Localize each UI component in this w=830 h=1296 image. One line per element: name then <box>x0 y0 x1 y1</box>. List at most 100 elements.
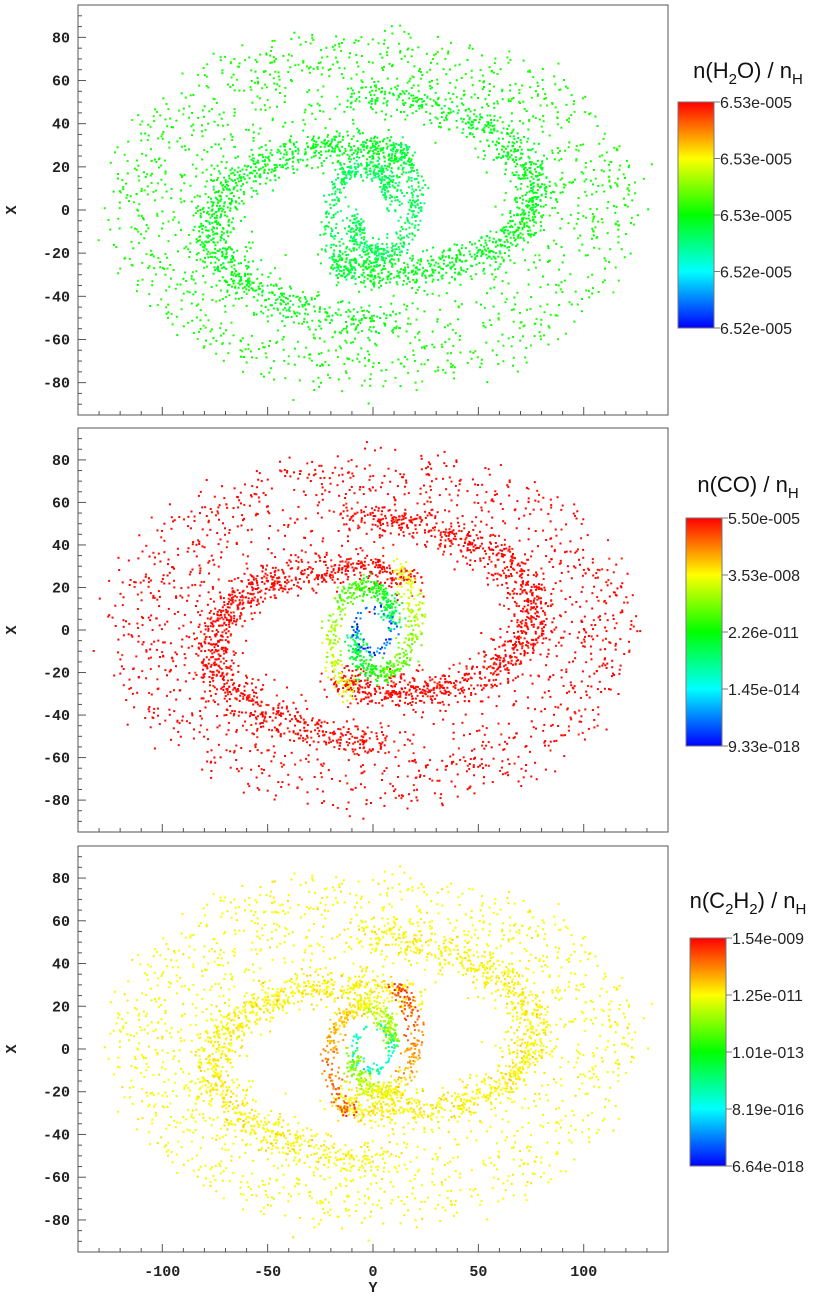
data-point <box>184 96 187 99</box>
data-point <box>218 724 221 727</box>
data-point <box>450 362 452 365</box>
data-point <box>390 175 393 178</box>
data-point <box>242 370 245 373</box>
data-point <box>499 769 502 772</box>
data-point <box>602 170 605 173</box>
data-point <box>292 303 295 306</box>
data-point <box>383 160 386 163</box>
data-point <box>476 255 479 257</box>
data-point <box>250 158 253 161</box>
data-point <box>592 218 595 221</box>
data-point <box>564 734 566 737</box>
data-point <box>117 556 120 559</box>
data-point <box>189 621 192 624</box>
data-point <box>556 147 559 150</box>
data-point <box>630 623 633 626</box>
data-point <box>554 182 557 185</box>
data-point <box>431 79 433 82</box>
data-point <box>537 142 540 145</box>
data-point <box>463 734 465 737</box>
data-point <box>369 317 372 319</box>
data-point <box>486 114 489 117</box>
data-point <box>501 227 504 230</box>
data-point <box>504 168 507 171</box>
data-point <box>491 781 494 783</box>
data-point <box>550 537 553 540</box>
data-point <box>363 316 366 319</box>
data-point <box>234 179 236 182</box>
data-point <box>175 119 178 122</box>
data-point <box>513 198 516 201</box>
data-point <box>416 194 419 197</box>
colorbar: 6.53e-0056.53e-0056.53e-0056.52e-0056.52… <box>677 58 803 338</box>
data-point <box>512 96 515 99</box>
data-point <box>373 269 376 272</box>
data-point <box>484 241 487 244</box>
data-point <box>574 651 577 654</box>
data-point <box>380 190 383 193</box>
data-point <box>282 335 285 338</box>
data-point <box>107 219 110 221</box>
data-point <box>289 141 292 144</box>
data-point <box>316 504 319 507</box>
data-point <box>347 134 349 137</box>
data-point <box>503 252 506 255</box>
data-point <box>362 271 365 274</box>
data-point <box>235 201 238 204</box>
data-point <box>397 272 400 275</box>
data-point <box>231 254 234 257</box>
data-point <box>496 148 498 151</box>
data-point <box>298 776 301 779</box>
data-point <box>396 188 399 191</box>
data-point <box>627 193 630 196</box>
data-point <box>564 184 567 187</box>
data-point <box>369 160 372 163</box>
data-point <box>247 261 250 264</box>
data-point <box>218 279 221 282</box>
data-point <box>257 293 260 296</box>
data-point <box>368 353 371 356</box>
data-point <box>404 266 406 269</box>
data-point <box>304 312 307 315</box>
data-point <box>474 273 477 276</box>
data-point <box>233 749 236 752</box>
data-point <box>493 119 496 122</box>
data-point <box>421 106 424 109</box>
data-point <box>113 674 116 677</box>
data-point <box>404 513 406 516</box>
data-point <box>402 91 405 94</box>
data-point <box>244 59 246 62</box>
data-point <box>626 188 629 191</box>
data-point <box>407 92 410 95</box>
data-point <box>364 86 367 89</box>
data-point <box>274 58 277 60</box>
data-point <box>431 779 434 782</box>
data-point <box>542 275 544 278</box>
data-point <box>596 724 599 727</box>
data-point <box>333 150 336 153</box>
data-point <box>387 177 390 180</box>
data-point <box>122 186 125 189</box>
data-point <box>238 272 241 275</box>
data-point <box>568 141 571 144</box>
data-point <box>391 245 394 247</box>
data-point <box>398 251 401 254</box>
data-point <box>201 228 204 230</box>
data-point <box>494 542 497 544</box>
data-point <box>575 517 578 520</box>
data-point <box>366 173 369 176</box>
data-point <box>335 269 338 272</box>
data-point <box>154 189 157 192</box>
data-point <box>231 138 234 141</box>
data-point <box>415 389 418 392</box>
data-point <box>481 129 484 132</box>
data-point <box>356 127 359 130</box>
data-point <box>466 562 469 565</box>
data-point <box>509 550 512 553</box>
data-point <box>566 119 568 122</box>
data-point <box>360 228 363 231</box>
data-point <box>386 250 389 253</box>
data-point <box>337 268 340 271</box>
data-point <box>455 119 458 122</box>
data-point <box>488 548 491 551</box>
